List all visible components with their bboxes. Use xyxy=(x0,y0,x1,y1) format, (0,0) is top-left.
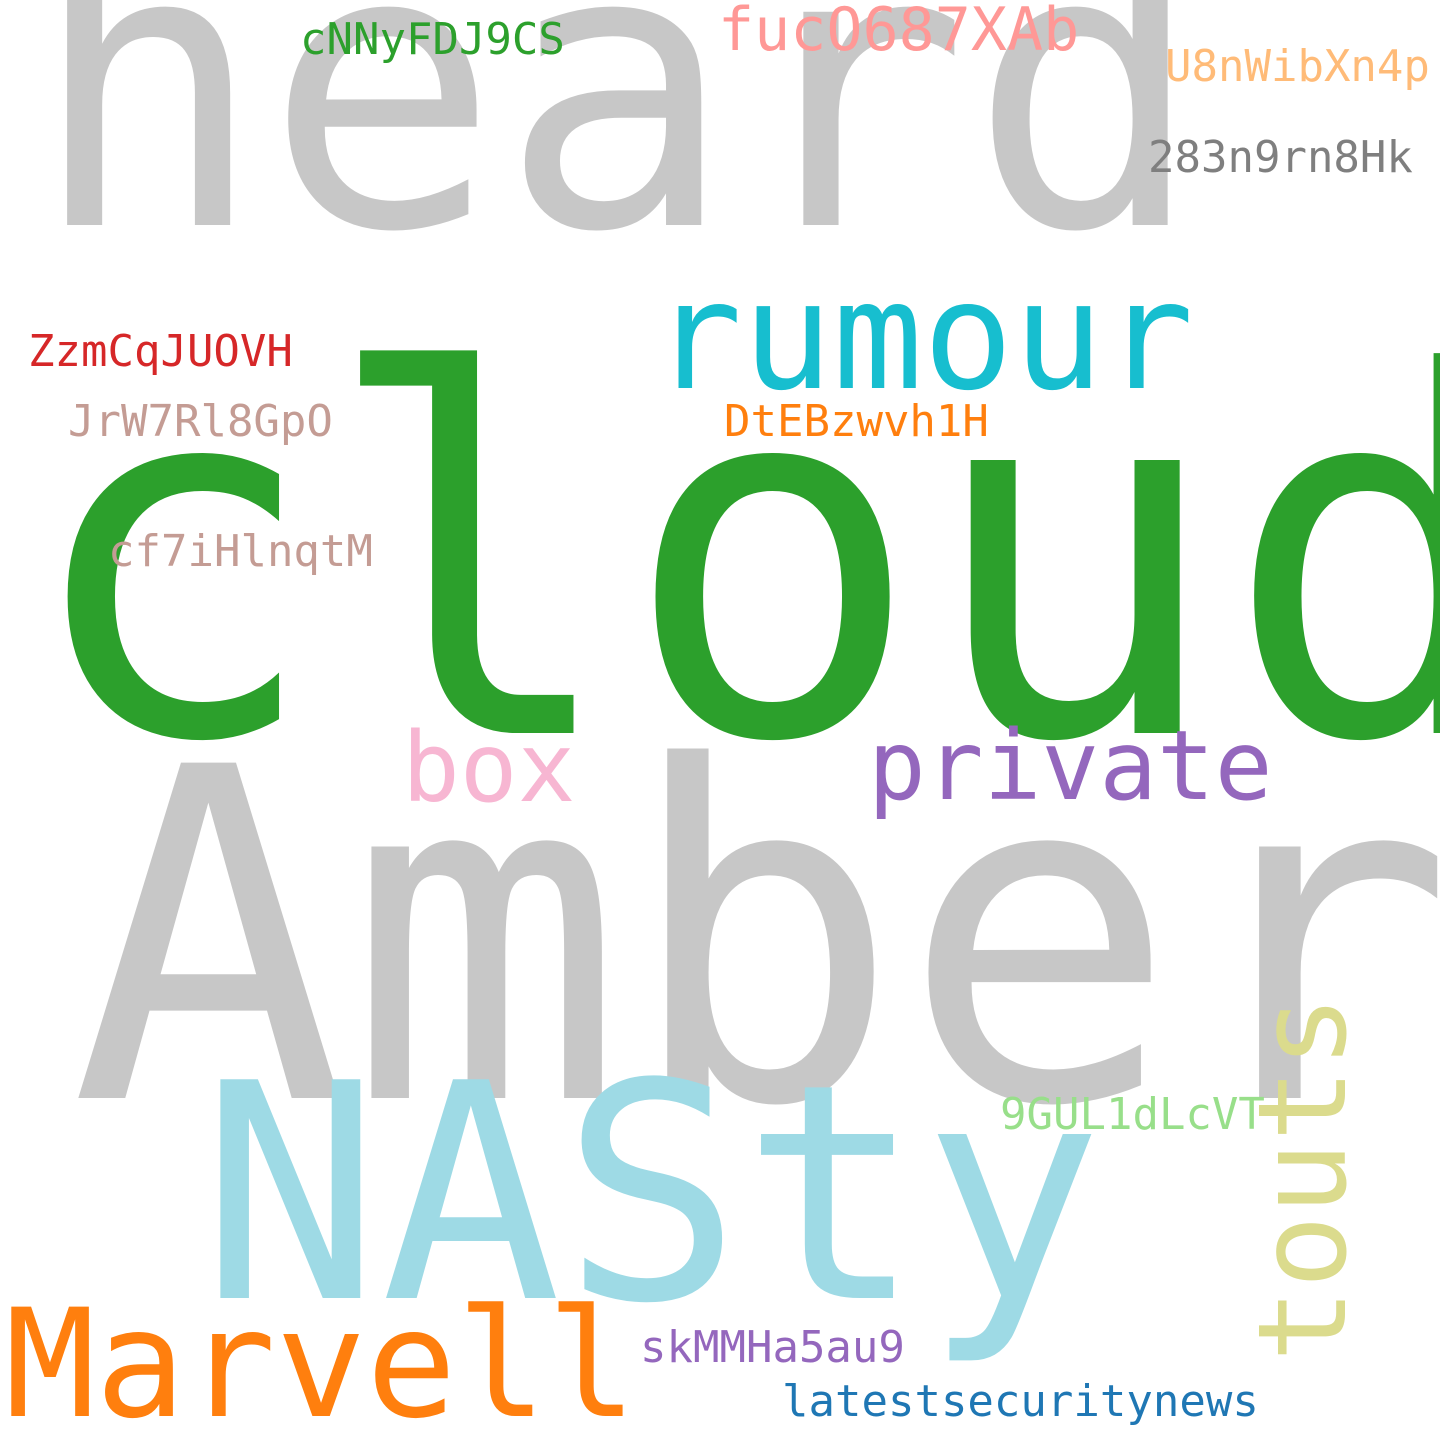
word-jrw7rl8gpo: JrW7Rl8GpO xyxy=(68,396,333,447)
word-fuco687xab: fucO687XAb xyxy=(718,0,1080,65)
word-nasty: NASty xyxy=(200,1020,1104,1369)
word-283n9rn8hk: 283n9rn8Hk xyxy=(1148,132,1413,183)
word-latestsecuritynews: latestsecuritynews xyxy=(782,1376,1259,1427)
word-touts: touts xyxy=(1232,994,1374,1362)
word-rumour: rumour xyxy=(652,250,1194,424)
word-box: box xyxy=(402,712,576,824)
word-cloud-term: cloud xyxy=(20,269,1440,851)
word-marvell: Marvell xyxy=(5,1278,638,1440)
word-dtebzwvh1h: DtEBzwvh1H xyxy=(724,396,989,447)
word-skmmha5au9: skMMHa5au9 xyxy=(640,1322,905,1373)
word-cf7ihlnqtm: cf7iHlnqtM xyxy=(108,526,373,577)
word-amber: Amber xyxy=(70,672,1440,1207)
word-zzmcqjuovh: ZzmCqJUOVH xyxy=(28,326,293,377)
word-9gul1dlcvt: 9GUL1dLcVT xyxy=(1000,1089,1265,1140)
word-private: private xyxy=(868,710,1273,822)
word-heard: heard xyxy=(30,0,1204,317)
word-u8nwibxn4p: U8nWibXn4p xyxy=(1165,41,1430,92)
word-cnnyfdj9cs: cNNyFDJ9CS xyxy=(300,14,565,65)
